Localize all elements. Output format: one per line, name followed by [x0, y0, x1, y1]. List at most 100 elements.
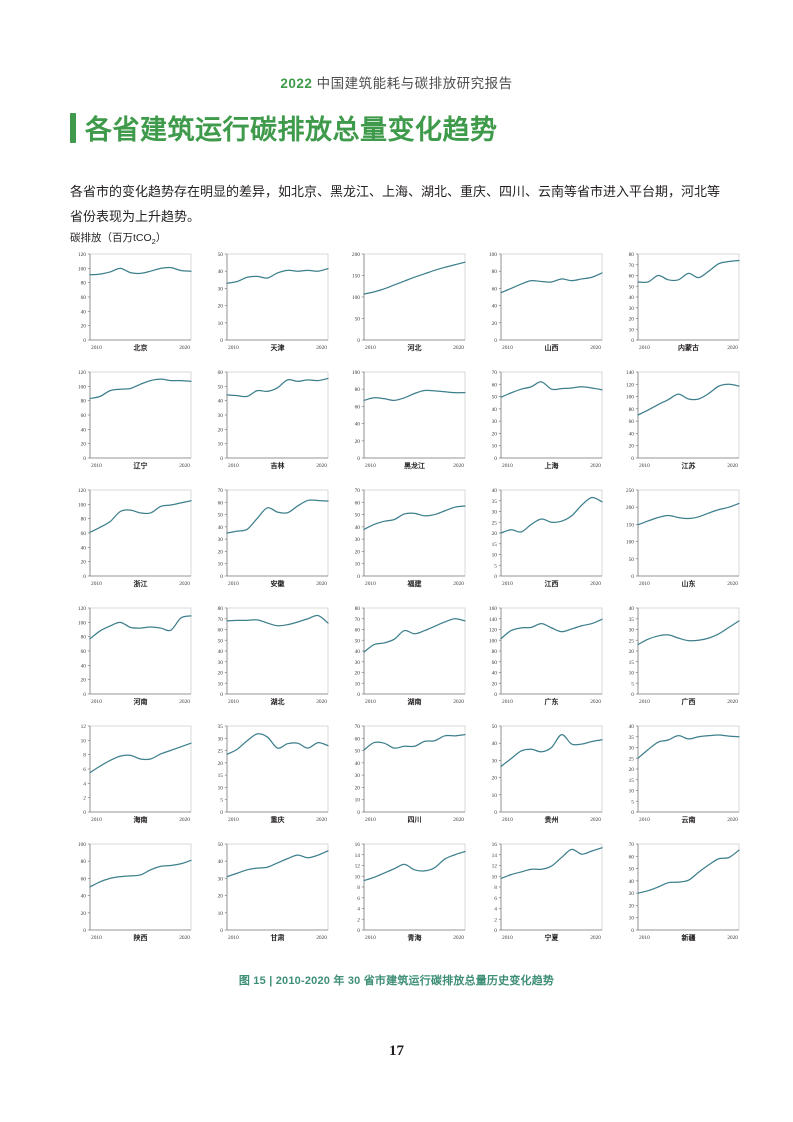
x-tick-label-start: 2010 — [91, 581, 102, 587]
series-line-浙江 — [89, 500, 192, 533]
y-tick-label: 60 — [81, 876, 87, 882]
y-tick-label: 16 — [492, 842, 498, 848]
y-tick-label: 160 — [489, 606, 497, 612]
y-tick-label: 20 — [81, 911, 87, 917]
y-tick-label: 100 — [352, 370, 360, 376]
x-tick-label-start: 2010 — [91, 699, 102, 705]
series-line-山西 — [500, 272, 603, 294]
province-label: 云南 — [682, 815, 696, 824]
province-label: 江西 — [545, 579, 559, 588]
y-tick-label: 15 — [492, 542, 498, 548]
plot-frame — [89, 843, 192, 931]
y-tick-label: 70 — [218, 617, 224, 623]
series-line-湖北 — [226, 614, 329, 627]
province-chart-grid: 0 20 40 60 80 100 120 2010 2020 北京 0 10 20 30 40 50 2010… — [64, 248, 740, 956]
y-tick-label: 50 — [492, 395, 498, 401]
chart-svg: 0 10 20 30 40 50 60 2010 2020 吉林 — [218, 370, 329, 470]
y-tick-label: 0 — [631, 928, 634, 934]
y-tick-label: 5 — [631, 799, 634, 805]
plot-frame — [363, 253, 466, 341]
plot-frame — [500, 253, 603, 341]
y-tick-label: 25 — [218, 749, 224, 755]
y-tick-label: 40 — [355, 761, 361, 767]
y-tick-label: 0 — [631, 574, 634, 580]
y-tick-label: 120 — [78, 488, 86, 494]
province-chart-内蒙古: 0 10 20 30 40 50 60 70 80 2010 2020 内蒙古 — [612, 248, 743, 366]
y-tick-label: 40 — [81, 894, 87, 900]
y-tick-label: 16 — [355, 842, 361, 848]
y-tick-label: 35 — [629, 735, 635, 741]
y-tick-label: 25 — [492, 520, 498, 526]
plot-frame — [500, 607, 603, 695]
y-tick-label: 70 — [355, 488, 361, 494]
y-tick-label: 15 — [629, 778, 635, 784]
chart-svg: 0 10 20 30 40 50 60 70 2010 2020 上海 — [492, 370, 603, 470]
x-tick-label-end: 2020 — [179, 345, 190, 351]
y-tick-label: 60 — [218, 500, 224, 506]
x-tick-label-end: 2020 — [179, 463, 190, 469]
y-tick-label: 20 — [81, 678, 87, 684]
y-tick-label: 40 — [218, 269, 224, 275]
y-tick-label: 40 — [492, 488, 498, 494]
y-tick-label: 10 — [629, 671, 635, 677]
province-chart-江苏: 0 20 40 60 80 100 120 140 2010 2020 江苏 — [612, 366, 743, 484]
y-tick-label: 30 — [629, 891, 635, 897]
province-chart-江西: 0 5 10 15 20 25 30 35 40 2010 2020 江西 — [475, 484, 606, 602]
x-tick-label-start: 2010 — [639, 817, 650, 823]
y-tick-label: 40 — [629, 879, 635, 885]
y-tick-label: 12 — [81, 724, 87, 730]
province-label: 贵州 — [545, 815, 559, 824]
plot-frame — [500, 725, 603, 813]
province-label: 湖南 — [408, 697, 422, 706]
x-tick-label-end: 2020 — [590, 345, 601, 351]
province-chart-吉林: 0 10 20 30 40 50 60 2010 2020 吉林 — [201, 366, 332, 484]
series-line-甘肃 — [226, 850, 329, 878]
province-chart-浙江: 0 20 40 60 80 100 120 2010 2020 浙江 — [64, 484, 195, 602]
x-tick-label-end: 2020 — [727, 817, 738, 823]
province-label: 内蒙古 — [678, 343, 699, 352]
y-tick-label: 10 — [629, 789, 635, 795]
y-tick-label: 20 — [629, 317, 635, 323]
y-tick-label: 0 — [494, 928, 497, 934]
y-tick-label: 120 — [78, 252, 86, 258]
y-tick-label: 80 — [355, 387, 361, 393]
plot-frame — [89, 371, 192, 459]
x-tick-label-start: 2010 — [502, 463, 513, 469]
x-tick-label-end: 2020 — [590, 935, 601, 941]
x-tick-label-end: 2020 — [316, 581, 327, 587]
y-tick-label: 10 — [218, 321, 224, 327]
y-tick-label: 70 — [355, 617, 361, 623]
x-tick-label-start: 2010 — [365, 817, 376, 823]
title-accent-bar — [70, 112, 76, 143]
y-tick-label: 40 — [492, 304, 498, 310]
y-tick-label: 30 — [629, 746, 635, 752]
y-tick-label: 40 — [218, 399, 224, 405]
x-tick-label-end: 2020 — [316, 463, 327, 469]
y-tick-label: 0 — [220, 338, 223, 344]
plot-frame — [363, 489, 466, 577]
x-tick-label-start: 2010 — [502, 817, 513, 823]
y-tick-label: 14 — [355, 853, 361, 859]
plot-frame — [89, 607, 192, 695]
x-tick-label-end: 2020 — [727, 935, 738, 941]
province-chart-海南: 0 2 4 6 8 10 12 2010 2020 海南 — [64, 720, 195, 838]
y-tick-label: 0 — [220, 810, 223, 816]
province-label: 广西 — [682, 697, 696, 706]
y-tick-label: 30 — [492, 419, 498, 425]
y-tick-label: 0 — [220, 928, 223, 934]
y-tick-label: 30 — [218, 537, 224, 543]
x-tick-label-end: 2020 — [727, 699, 738, 705]
intro-paragraph: 各省市的变化趋势存在明显的差异，如北京、黑龙江、上海、湖北、重庆、四川、云南等省… — [70, 184, 721, 225]
x-tick-label-start: 2010 — [228, 581, 239, 587]
y-tick-label: 10 — [355, 874, 361, 880]
y-tick-label: 100 — [489, 252, 497, 258]
y-tick-label: 100 — [352, 295, 360, 301]
y-tick-label: 20 — [355, 785, 361, 791]
y-tick-label: 10 — [492, 793, 498, 799]
y-tick-label: 0 — [631, 810, 634, 816]
y-tick-label: 20 — [492, 531, 498, 537]
y-tick-label: 200 — [352, 252, 360, 258]
chart-svg: 0 20 40 60 80 100 120 2010 2020 河南 — [78, 606, 192, 706]
y-tick-label: 0 — [631, 692, 634, 698]
series-line-北京 — [89, 266, 192, 276]
